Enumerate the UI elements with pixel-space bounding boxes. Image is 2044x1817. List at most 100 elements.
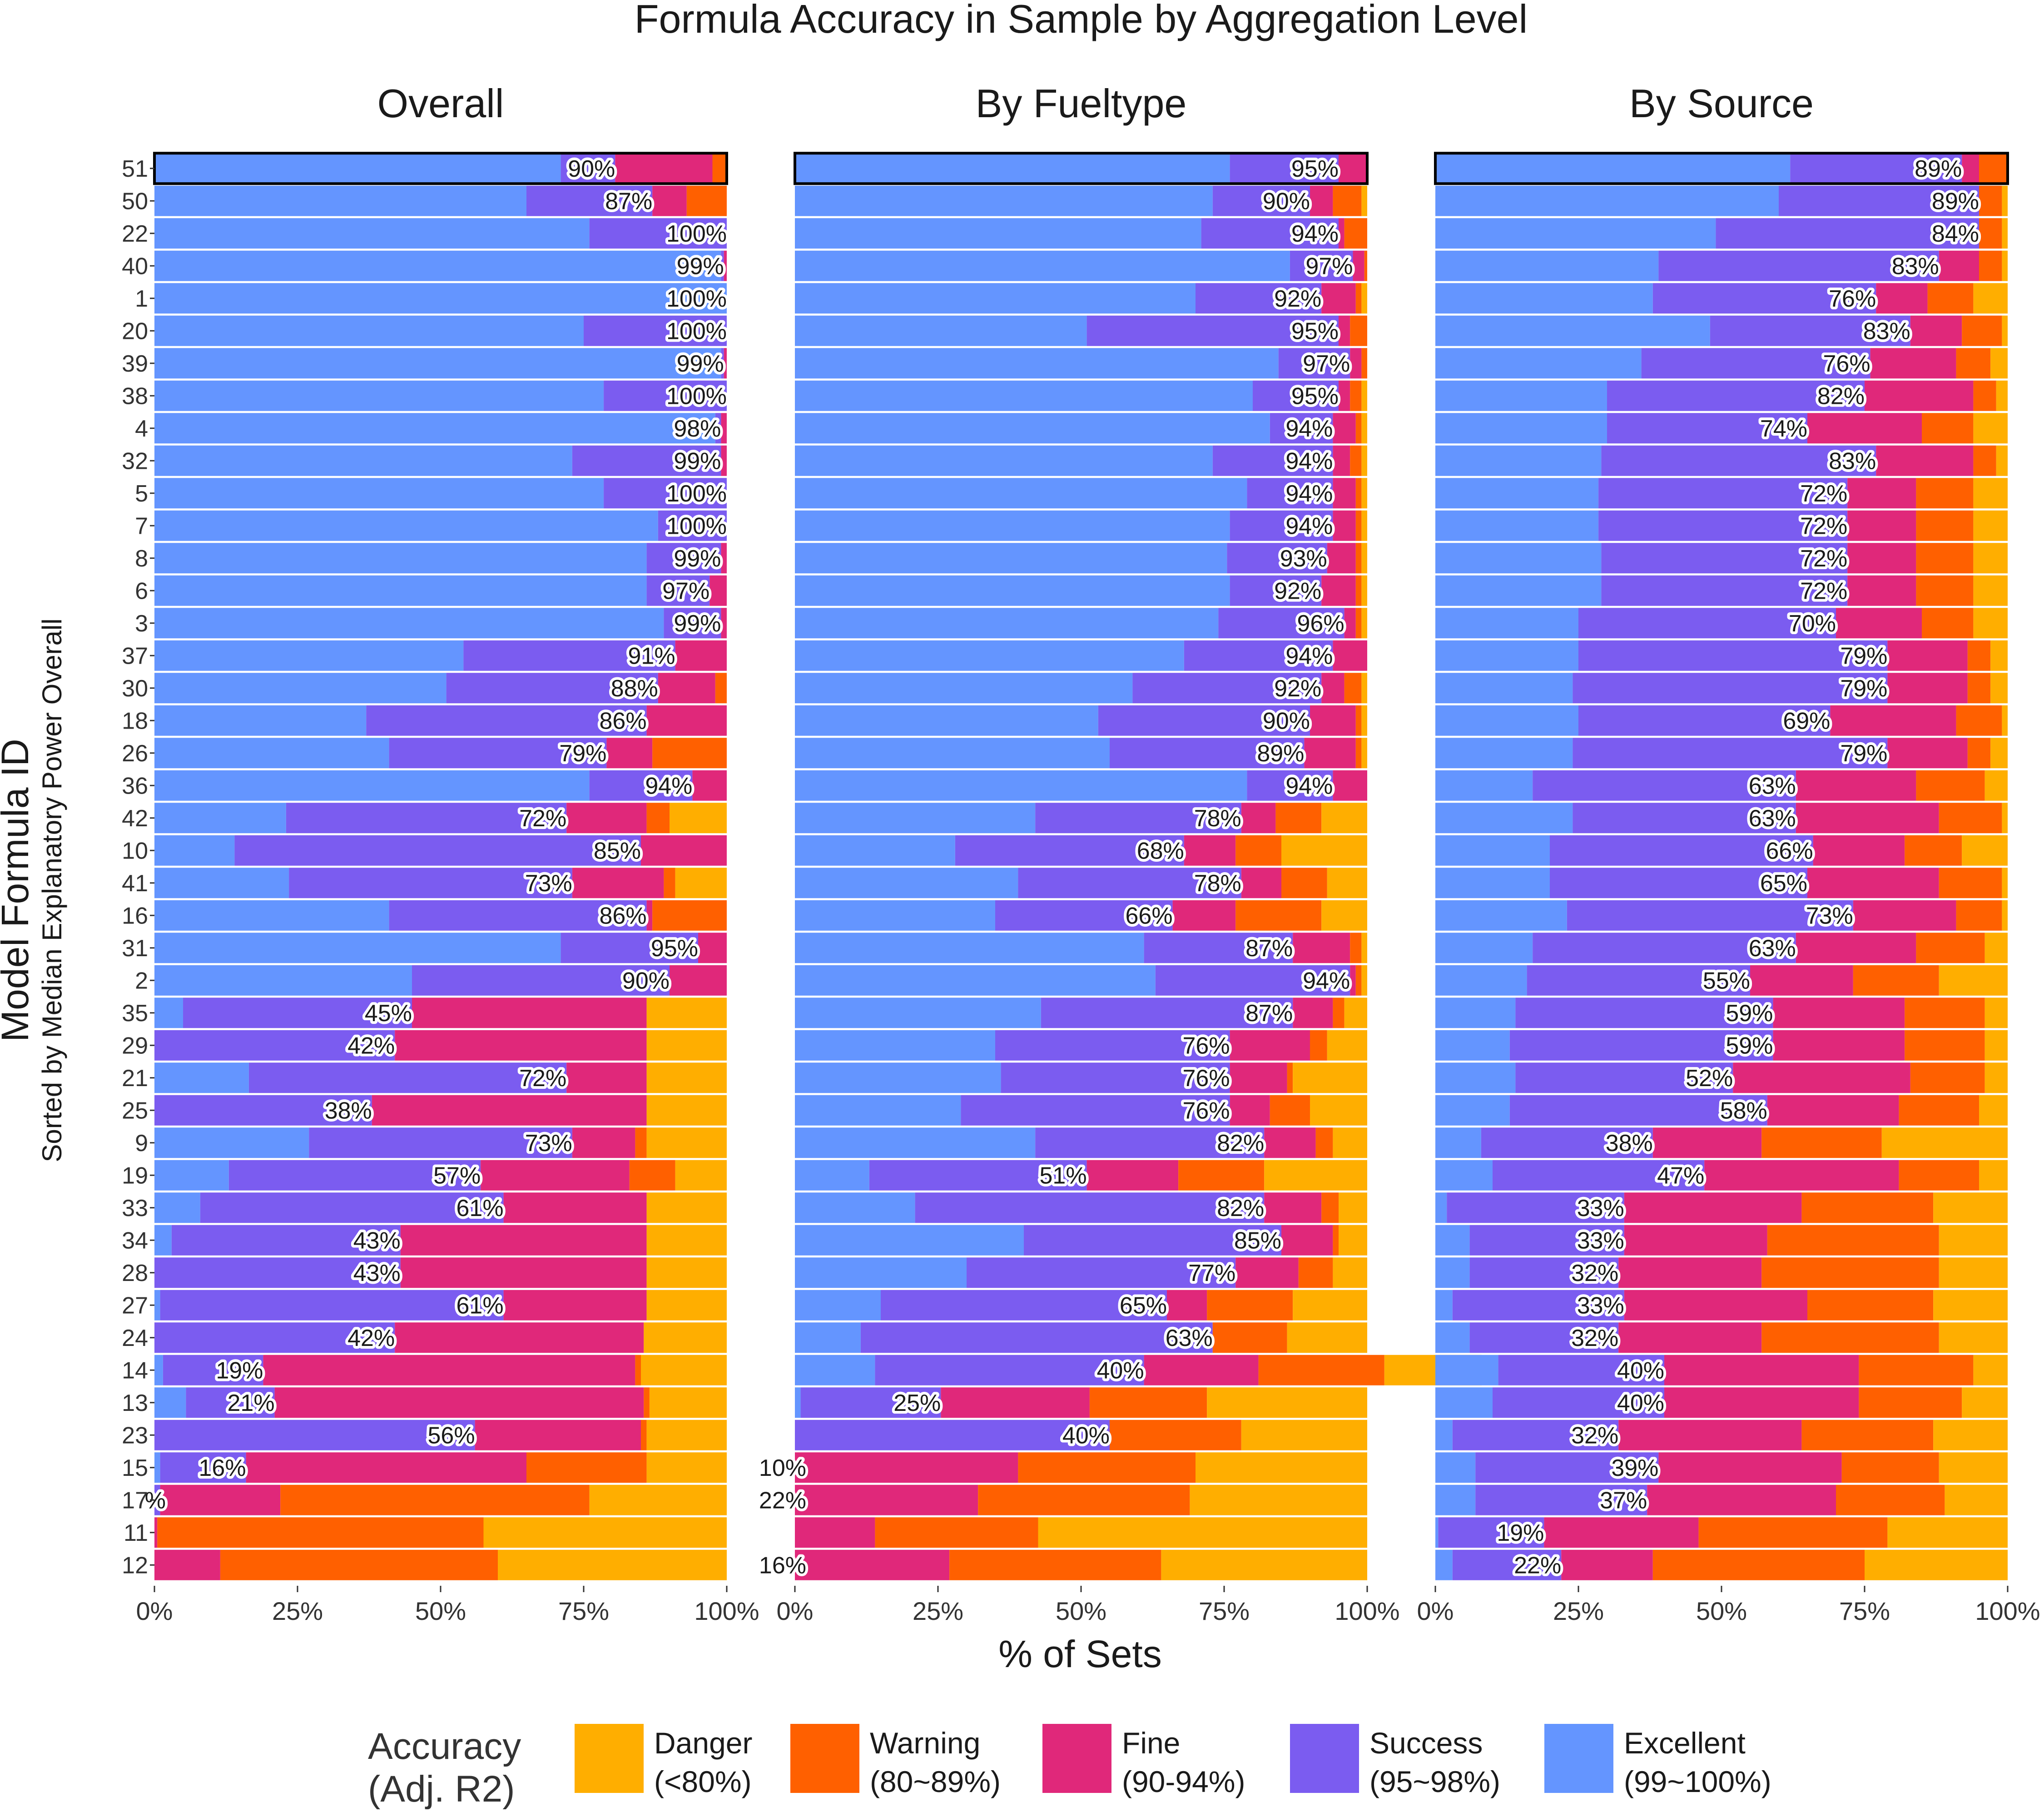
- bar-segment-fine: [724, 348, 727, 379]
- bar-segment-danger: [1973, 283, 2008, 314]
- bar-row-35: 87%: [795, 998, 1367, 1029]
- bar-row-32: 99%: [154, 445, 727, 477]
- bar-segment-warning: [664, 868, 675, 899]
- bar-row-14: 19%: [154, 1355, 727, 1386]
- bar-segment-excellent: [795, 965, 1156, 996]
- bar-segment-success: [1515, 1062, 1733, 1093]
- data-label: 76%: [1823, 351, 1870, 377]
- bar-row-17: 22%: [756, 1484, 1367, 1516]
- bar-segment-warning: [1355, 965, 1362, 996]
- bar-row-10: 85%: [154, 835, 727, 867]
- legend-range: (95~98%): [1369, 1765, 1500, 1798]
- bar-segment-danger: [1333, 1127, 1367, 1158]
- bar-segment-fine: [1652, 1127, 1762, 1158]
- y-tick-label: 3: [135, 611, 148, 637]
- bar-segment-warning: [1939, 803, 2002, 834]
- x-tick-label: 75%: [1199, 1597, 1250, 1625]
- bar-row-37: 94%: [795, 640, 1367, 672]
- bar-segment-fine: [1339, 218, 1344, 249]
- bar-segment-excellent: [795, 1225, 1024, 1256]
- bar-segment-success: [389, 900, 647, 931]
- bar-row-30: 79%: [1435, 673, 2008, 705]
- bar-segment-warning: [644, 1387, 650, 1418]
- facet-title: By Source: [1629, 81, 1814, 126]
- bar-segment-warning: [652, 900, 727, 931]
- data-label: 93%: [1280, 546, 1327, 572]
- data-label: 63%: [1749, 773, 1796, 799]
- bar-segment-fine: [1321, 575, 1356, 606]
- bar-segment-excellent: [154, 640, 464, 671]
- data-label: 100%: [666, 286, 727, 312]
- bar-segment-success: [154, 1420, 475, 1450]
- bar-segment-excellent: [795, 1127, 1036, 1158]
- bar-row-38: 82%: [1435, 380, 2008, 412]
- bar-segment-danger: [1979, 1095, 2008, 1126]
- bar-segment-danger: [1339, 1192, 1367, 1223]
- bar-segment-success: [1527, 965, 1750, 996]
- bar-segment-warning: [1916, 510, 1974, 541]
- y-tick-label: 16: [122, 903, 148, 929]
- bar-segment-success: [1452, 1420, 1619, 1450]
- bar-segment-warning: [1973, 380, 1996, 411]
- bar-segment-excellent: [1435, 1517, 1439, 1548]
- data-label: 65%: [1760, 870, 1807, 897]
- data-label: 77%: [1188, 1260, 1235, 1286]
- bar-segment-danger: [1361, 965, 1367, 996]
- bar-segment-excellent: [1435, 1160, 1493, 1191]
- y-tick-label: 21: [122, 1065, 148, 1092]
- data-label: 19%: [216, 1357, 263, 1384]
- bar-segment-fine: [1807, 868, 1939, 899]
- bar-segment-fine: [1870, 348, 1956, 379]
- data-label: 76%: [1829, 286, 1876, 312]
- bar-segment-fine: [1767, 1095, 1899, 1126]
- bar-segment-warning: [1350, 380, 1362, 411]
- bar-row-17: 37%: [1435, 1484, 2008, 1516]
- data-label: 58%: [1720, 1097, 1767, 1124]
- bar-row-51: 95%: [794, 152, 1369, 185]
- bar-segment-excellent: [1435, 803, 1573, 834]
- bar-segment-success: [1469, 1257, 1619, 1288]
- bar-segment-excellent: [795, 218, 1201, 249]
- bar-segment-excellent: [795, 348, 1279, 379]
- bar-segment-danger: [2002, 803, 2008, 834]
- data-label: 97%: [1303, 351, 1350, 377]
- y-tick-label: 30: [122, 675, 148, 702]
- bar-segment-excellent: [795, 640, 1184, 671]
- legend-label: Excellent: [1624, 1726, 1746, 1760]
- bar-row-51: 90%: [153, 152, 728, 185]
- x-tick-label: 75%: [558, 1597, 609, 1625]
- bar-segment-success: [1035, 803, 1241, 834]
- bar-row-36: 94%: [154, 770, 727, 802]
- bar-segment-success: [1144, 933, 1293, 963]
- bar-segment-fine: [615, 153, 713, 184]
- data-label: 79%: [1840, 643, 1887, 669]
- bar-row-35: 59%: [1435, 998, 2008, 1029]
- y-tick-label: 7: [135, 513, 148, 539]
- data-label: 72%: [1800, 546, 1847, 572]
- data-label: 95%: [651, 935, 698, 962]
- panel-by-source: By Source 89% 89% 84% 83% 76% 83% 76% 82% 74% 83% 7…: [1417, 81, 2040, 1625]
- bar-segment-fine: [1230, 1030, 1310, 1061]
- data-label: 94%: [1285, 448, 1333, 474]
- y-tick-label: 32: [122, 448, 148, 474]
- bar-row-11: [154, 1517, 727, 1548]
- y-tick-label: 25: [122, 1097, 148, 1124]
- y-tick-label: 28: [122, 1260, 148, 1286]
- bar-segment-excellent: [795, 1062, 1001, 1093]
- bar-segment-success: [1550, 835, 1813, 866]
- bar-segment-warning: [1922, 413, 1974, 444]
- x-tick-label: 50%: [415, 1597, 466, 1625]
- bar-row-19: 47%: [1435, 1160, 2008, 1191]
- bar-segment-success: [1493, 1160, 1705, 1191]
- bar-segment-fine: [1813, 835, 1905, 866]
- bar-segment-danger: [646, 1192, 727, 1223]
- bar-row-6: 97%: [154, 575, 727, 607]
- bar-row-25: 38%: [154, 1095, 727, 1127]
- bar-segment-fine: [1836, 608, 1922, 639]
- bar-segment-success: [572, 445, 721, 476]
- data-label: 95%: [1291, 156, 1339, 182]
- legend-swatch: [1042, 1724, 1111, 1793]
- data-label: 72%: [519, 1065, 566, 1092]
- bar-segment-danger: [1281, 835, 1367, 866]
- legend-item-warning: Warning (80~89%): [790, 1724, 1001, 1798]
